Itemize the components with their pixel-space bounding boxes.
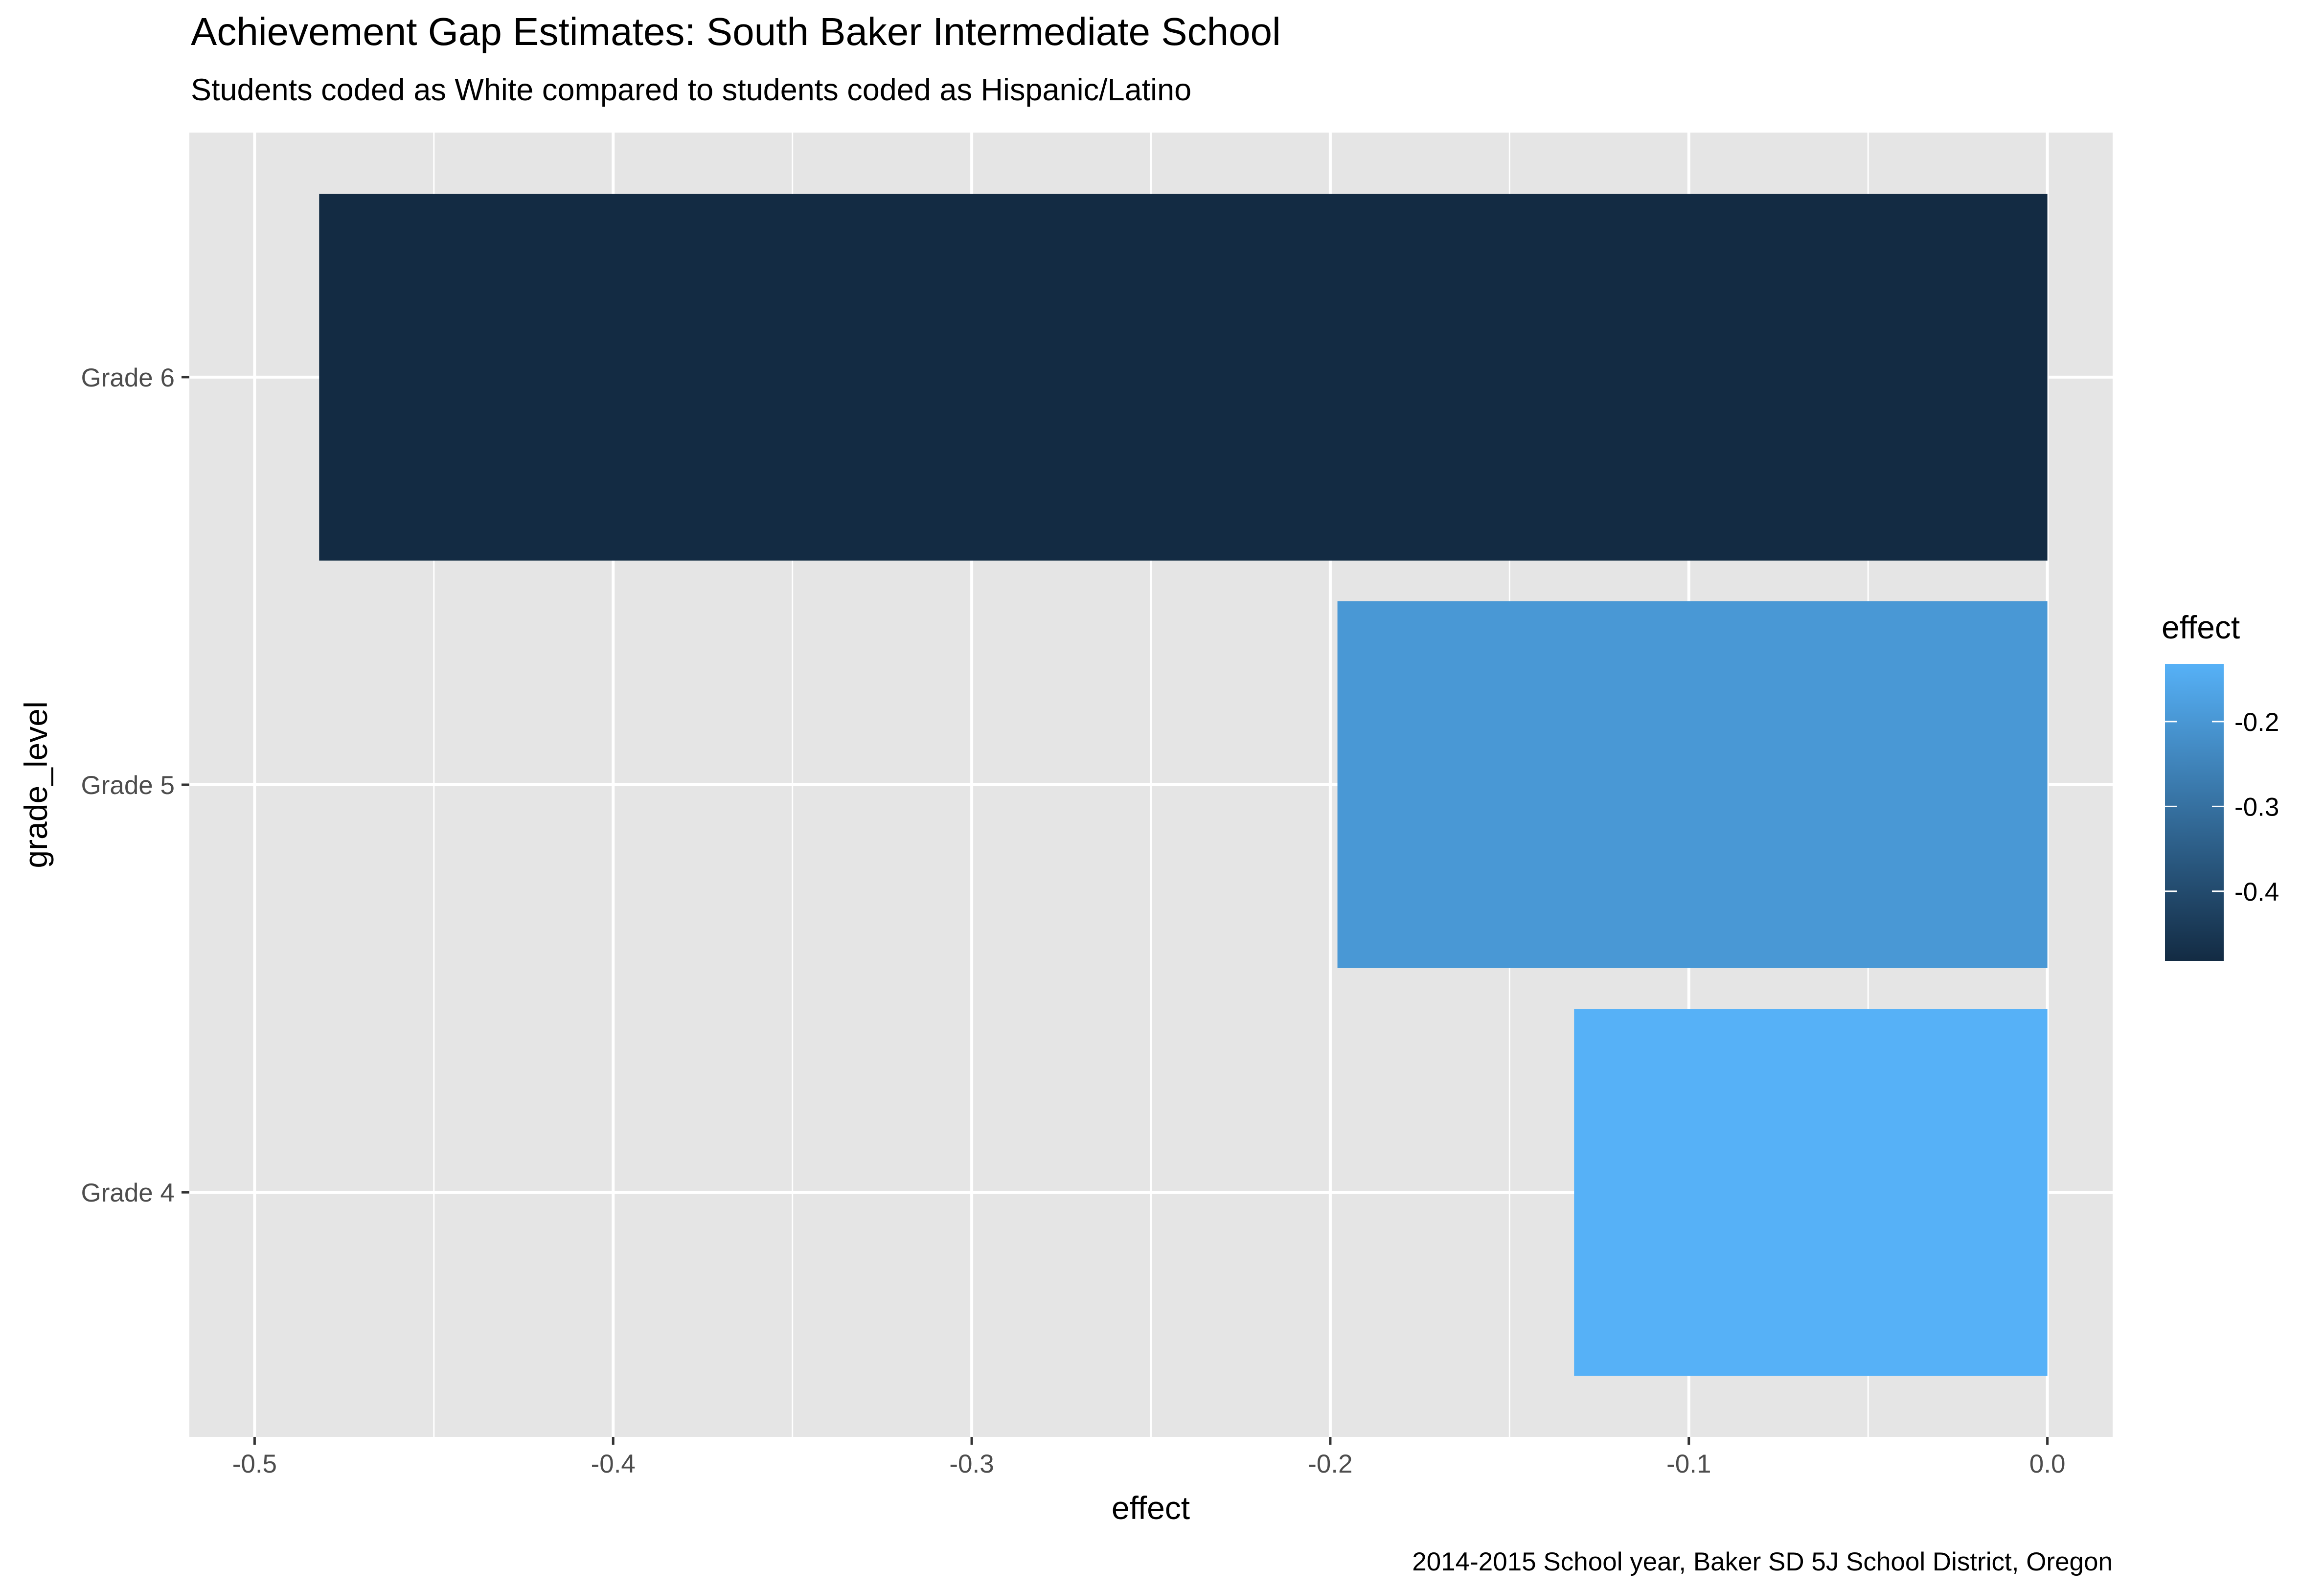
x-tick-label: -0.2 [1308, 1450, 1352, 1478]
x-tick-label: -0.1 [1666, 1450, 1711, 1478]
y-tick-label: Grade 4 [81, 1179, 175, 1207]
y-tick-label: Grade 5 [81, 771, 175, 800]
x-tick-label: 0.0 [2029, 1450, 2066, 1478]
x-tick-label: -0.5 [232, 1450, 277, 1478]
legend-ticks: -0.2 -0.3 -0.4 [2165, 708, 2279, 907]
legend-label: -0.4 [2234, 878, 2279, 907]
x-axis: -0.5 -0.4 -0.3 -0.2 -0.1 0.0 [232, 1437, 2066, 1478]
legend-label: -0.2 [2234, 708, 2279, 737]
chart-title: Achievement Gap Estimates: South Baker I… [191, 10, 1281, 53]
y-axis-title: grade_level [18, 701, 54, 868]
chart-subtitle: Students coded as White compared to stud… [191, 73, 1191, 107]
x-tick-label: -0.3 [949, 1450, 994, 1478]
bar [319, 193, 2048, 561]
legend: effect -0.2 -0.3 -0.4 [2162, 609, 2279, 961]
legend-title: effect [2162, 609, 2240, 645]
chart-caption: 2014-2015 School year, Baker SD 5J Schoo… [1412, 1547, 2113, 1576]
y-axis: Grade 4 Grade 5 Grade 6 [81, 363, 189, 1207]
x-tick-label: -0.4 [591, 1450, 636, 1478]
x-axis-title: effect [1112, 1490, 1190, 1526]
bar [1574, 1009, 2048, 1376]
legend-label: -0.3 [2234, 793, 2279, 821]
bar [1337, 601, 2048, 968]
y-tick-label: Grade 6 [81, 363, 175, 392]
bars [319, 193, 2048, 1376]
legend-colorbar [2165, 664, 2224, 961]
